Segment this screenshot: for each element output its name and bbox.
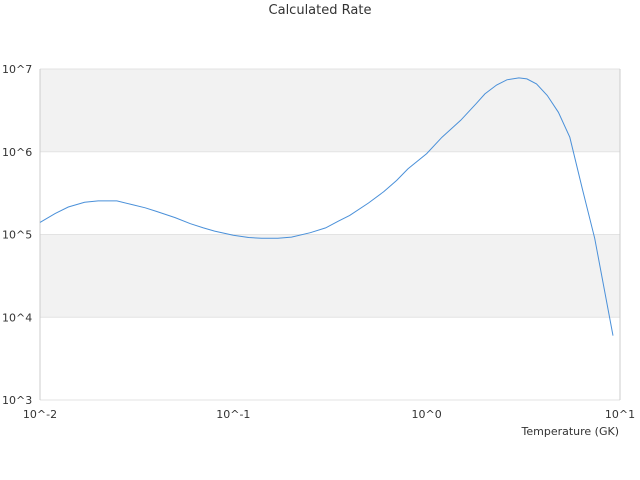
y-tick-label: 10^6 bbox=[2, 146, 32, 159]
rate-series-line bbox=[39, 77, 614, 336]
x-tick-label: 10^1 bbox=[605, 408, 635, 421]
y-tick-label: 10^5 bbox=[2, 229, 32, 242]
x-tick-label: 10^-2 bbox=[23, 408, 57, 421]
axes bbox=[39, 69, 621, 400]
grid-band bbox=[40, 151, 620, 235]
x-tick-labels: 10^-2 10^-1 10^0 10^1 bbox=[23, 408, 635, 421]
x-axis-label: Temperature (GK) bbox=[521, 425, 620, 438]
y-tick-label: 10^3 bbox=[2, 394, 32, 407]
x-tick-label: 10^0 bbox=[412, 408, 442, 421]
x-tick-label: 10^-1 bbox=[216, 408, 250, 421]
y-tick-label: 10^7 bbox=[2, 63, 32, 76]
grid-band bbox=[40, 234, 620, 318]
grid-bands bbox=[40, 68, 620, 401]
y-tick-label: 10^4 bbox=[2, 311, 32, 324]
chart-title: Calculated Rate bbox=[268, 3, 372, 18]
grid-band bbox=[40, 317, 620, 400]
grid-band bbox=[40, 69, 620, 152]
y-tick-labels: 10^3 10^4 10^5 10^6 10^7 bbox=[2, 63, 32, 407]
